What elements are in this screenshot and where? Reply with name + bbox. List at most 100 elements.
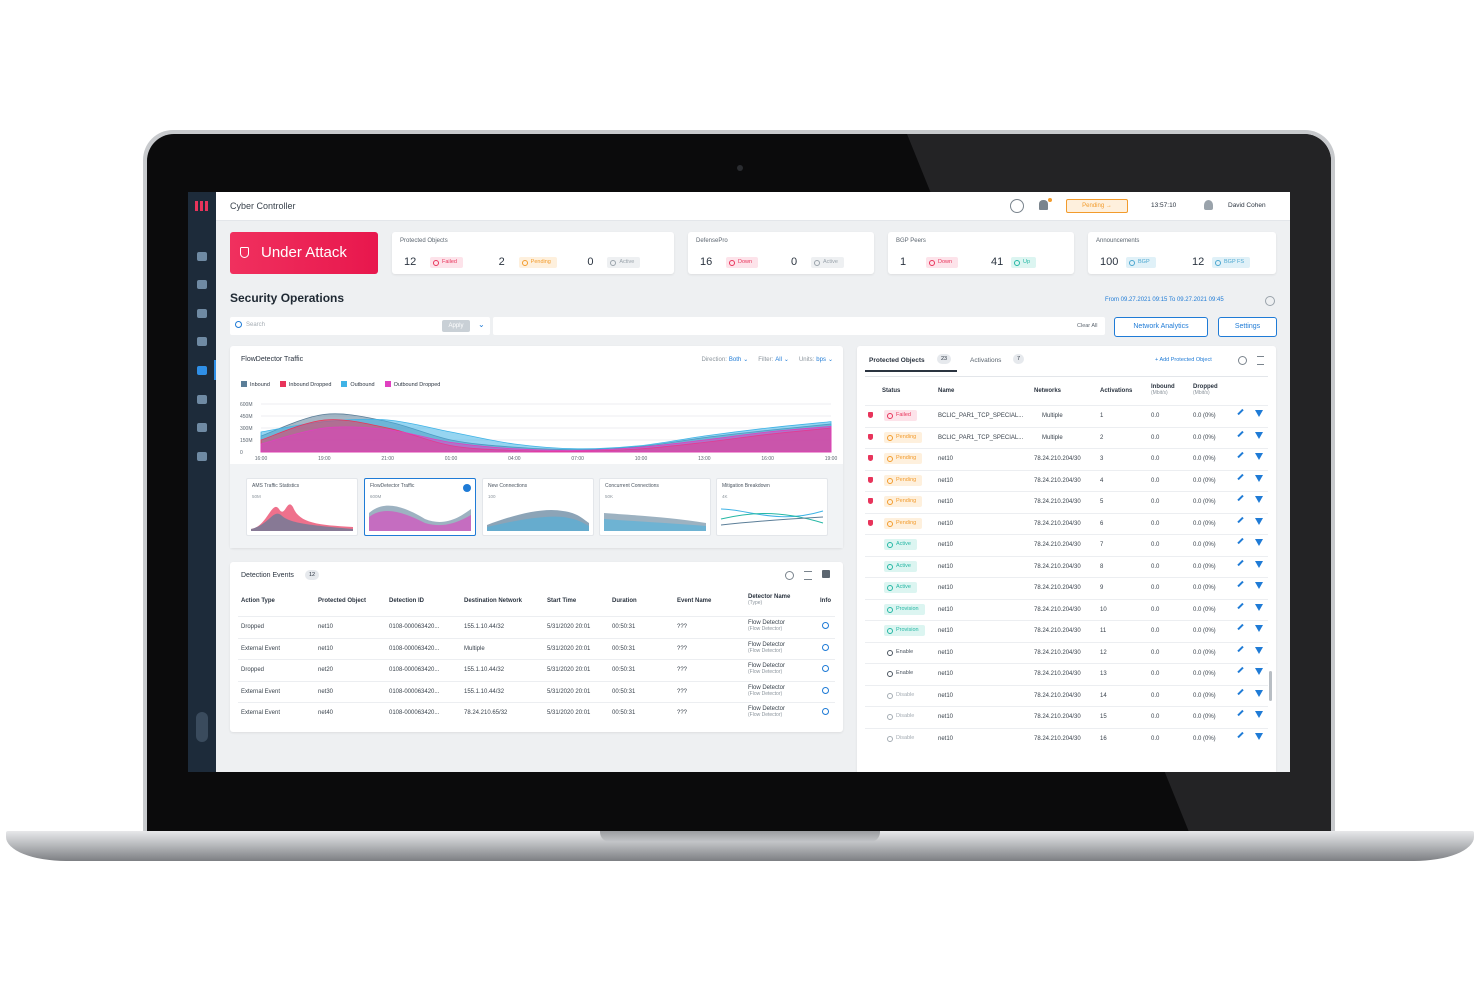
table-cell: 7 xyxy=(1100,542,1104,548)
legend-item[interactable]: Inbound Dropped xyxy=(279,381,331,388)
legend-item[interactable]: Inbound xyxy=(241,381,270,388)
edit-icon[interactable] xyxy=(1237,559,1244,566)
nav-icon[interactable] xyxy=(197,252,207,261)
status-badge: Up xyxy=(1011,257,1037,268)
legend-item[interactable]: Outbound Dropped xyxy=(384,381,440,388)
bell-icon[interactable] xyxy=(1039,200,1048,210)
toolbar-icon[interactable] xyxy=(1238,356,1247,365)
edit-icon[interactable] xyxy=(1237,709,1244,717)
edit-icon[interactable] xyxy=(1237,645,1244,652)
status-pill[interactable]: Pending → xyxy=(1066,199,1128,213)
filter-icon[interactable] xyxy=(1255,474,1263,482)
filter-icon[interactable] xyxy=(1255,668,1263,675)
info-icon[interactable] xyxy=(822,643,829,651)
filter-icon[interactable] xyxy=(1255,646,1263,654)
edit-icon[interactable] xyxy=(1237,494,1244,502)
table-cell: net10 xyxy=(938,714,954,720)
user-name[interactable]: David Cohen xyxy=(1228,202,1266,209)
toolbar-icon[interactable] xyxy=(822,570,830,578)
thumbnail[interactable]: New Connections 100 xyxy=(482,478,594,536)
filter-icon[interactable] xyxy=(1255,517,1263,525)
summary-card[interactable]: DefensePro 16 Down 0 Active xyxy=(688,232,874,274)
info-icon[interactable] xyxy=(822,665,829,672)
under-attack-banner[interactable]: Under Attack xyxy=(230,232,378,274)
scrollbar[interactable] xyxy=(1269,671,1272,701)
filter-icon[interactable] xyxy=(1255,689,1263,697)
filter-icon[interactable] xyxy=(1255,560,1263,568)
nav-icon[interactable] xyxy=(197,337,207,346)
summary-card[interactable]: BGP Peers 1 Down 41 Up xyxy=(888,232,1074,274)
chart-control[interactable]: Filter: All ⌄ xyxy=(758,357,789,363)
nav-icon[interactable] xyxy=(197,452,207,461)
control-label: Direction: xyxy=(701,357,727,363)
accessibility-icon[interactable] xyxy=(1010,199,1024,213)
table-cell: 0108-000063420... xyxy=(389,710,440,716)
settings-button[interactable]: Settings xyxy=(1218,317,1277,337)
table-cell: 0108-000063420... xyxy=(389,645,440,652)
bell-dot xyxy=(1048,198,1052,202)
table-cell: 0.0 xyxy=(1151,456,1160,462)
nav-icon[interactable] xyxy=(197,280,207,289)
nav-icon[interactable] xyxy=(197,395,207,404)
filter-icon[interactable] xyxy=(1255,431,1263,439)
filter-icon[interactable] xyxy=(1255,496,1263,503)
thumbnail-selected[interactable]: FlowDetector Traffic 600M xyxy=(364,478,476,536)
edit-icon[interactable] xyxy=(1237,688,1244,695)
info-icon[interactable] xyxy=(822,686,829,694)
tab[interactable]: Activations xyxy=(970,357,1002,364)
nav-icon-active[interactable] xyxy=(197,366,207,375)
column-header: Name xyxy=(938,388,955,394)
edit-icon[interactable] xyxy=(1237,602,1244,609)
edit-icon[interactable] xyxy=(1237,537,1244,545)
filter-icon[interactable] xyxy=(1255,453,1263,460)
edit-icon[interactable] xyxy=(1237,408,1244,416)
edit-icon[interactable] xyxy=(1237,516,1244,523)
edit-icon[interactable] xyxy=(1237,580,1244,588)
edit-icon[interactable] xyxy=(1237,731,1244,738)
edit-icon[interactable] xyxy=(1237,451,1244,459)
legend-item[interactable]: Outbound xyxy=(341,381,375,388)
toolbar-icon[interactable] xyxy=(1257,356,1264,365)
thumbnail-chart xyxy=(487,509,589,531)
info-icon[interactable] xyxy=(822,708,829,715)
filter-icon[interactable] xyxy=(1255,625,1263,632)
info-icon[interactable] xyxy=(822,622,829,629)
chart-control[interactable]: Direction: Both ⌄ xyxy=(702,357,749,363)
filter-icon[interactable] xyxy=(1255,732,1263,740)
clear-all[interactable]: Clear All xyxy=(1077,323,1098,329)
chart-control[interactable]: Units: bps ⌄ xyxy=(799,357,833,363)
filter-icon[interactable] xyxy=(1255,711,1263,718)
help-icon[interactable] xyxy=(1265,296,1275,306)
thumbnail[interactable]: Mitigation Breakdown 4K xyxy=(716,478,828,536)
status-badge: Enable xyxy=(884,646,920,658)
table-cell: net10 xyxy=(938,649,954,656)
toolbar-icon[interactable] xyxy=(804,571,812,580)
toolbar-icon[interactable] xyxy=(785,571,794,580)
thumbnail[interactable]: AMS Traffic Statistics 50M xyxy=(246,478,358,536)
nav-icon[interactable] xyxy=(197,423,207,432)
search-box[interactable]: Search Apply ⌄ xyxy=(230,317,490,335)
card-title: Protected Objects xyxy=(400,238,448,244)
network-analytics-button[interactable]: Network Analytics xyxy=(1114,317,1208,337)
summary-card[interactable]: Announcements 100 BGP 12 BGP FS xyxy=(1088,232,1276,274)
dropdown-arrow[interactable]: ⌄ xyxy=(478,320,485,329)
filter-icon[interactable] xyxy=(1255,603,1263,611)
add-button[interactable]: + Add Protected Object xyxy=(1155,357,1212,363)
edit-icon[interactable] xyxy=(1237,623,1244,631)
tab-active[interactable]: Protected Objects xyxy=(869,357,925,364)
nav-toggle[interactable] xyxy=(196,712,208,742)
filter-box[interactable]: Clear All xyxy=(493,317,1105,335)
edit-icon[interactable] xyxy=(1237,473,1244,480)
table-cell: 1 xyxy=(1100,413,1104,419)
card-value: 0 xyxy=(587,256,594,268)
apply-button[interactable]: Apply xyxy=(442,320,470,332)
summary-card[interactable]: Protected Objects 12 Failed 2 Pending 0 Active xyxy=(392,232,674,274)
filter-icon[interactable] xyxy=(1255,410,1263,417)
filter-icon[interactable] xyxy=(1255,582,1263,589)
nav-icon[interactable] xyxy=(197,309,207,318)
date-range[interactable]: From 09.27.2021 09:15 To 09.27.2021 09:4… xyxy=(1105,297,1224,303)
edit-icon[interactable] xyxy=(1237,430,1244,437)
filter-icon[interactable] xyxy=(1255,539,1263,546)
edit-icon[interactable] xyxy=(1237,666,1244,674)
thumbnail[interactable]: Concurrent Connections 50K xyxy=(599,478,711,536)
